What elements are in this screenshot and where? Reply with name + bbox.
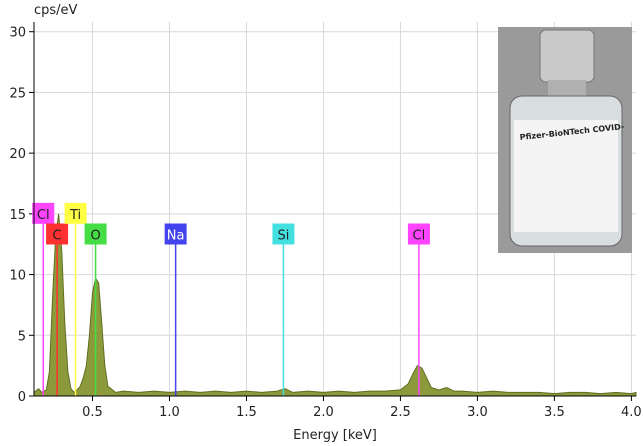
y-tick-label: 0 — [18, 390, 26, 405]
element-label: Cl — [413, 229, 426, 244]
y-tick-label: 10 — [9, 269, 26, 284]
element-box — [272, 223, 295, 245]
y-tick-label: 5 — [18, 329, 26, 344]
vial-neck — [548, 80, 586, 98]
element-label: Ti — [69, 208, 81, 223]
x-tick-label: 4.0 — [621, 405, 642, 420]
x-tick-label: 1.0 — [159, 405, 180, 420]
element-box — [407, 223, 430, 245]
element-label: C — [53, 229, 62, 244]
element-box — [46, 223, 69, 245]
y-tick-label: 15 — [9, 208, 26, 223]
x-tick-label: 3.5 — [544, 405, 565, 420]
x-tick-label: 2.0 — [313, 405, 334, 420]
vial-label — [514, 120, 618, 232]
element-label: O — [90, 229, 100, 244]
element-label: Si — [277, 229, 289, 244]
inset-photo: Pfizer-BioNTech COVID- — [498, 27, 632, 253]
y-tick-label: 30 — [9, 26, 26, 41]
x-tick-label: 0.5 — [82, 405, 103, 420]
y-axis-label: cps/eV — [34, 3, 78, 18]
element-box — [64, 202, 87, 224]
x-axis-label: Energy [keV] — [293, 428, 377, 443]
element-box — [164, 223, 187, 245]
spectrum-area — [33, 213, 637, 397]
x-tick-label: 1.5 — [236, 405, 257, 420]
element-label: Na — [167, 229, 185, 244]
element-box — [84, 223, 107, 245]
element-box — [32, 202, 55, 224]
vial-cap — [539, 29, 595, 83]
y-tick-label: 20 — [9, 147, 26, 162]
x-tick-label: 3.0 — [467, 405, 488, 420]
element-label: Cl — [37, 208, 50, 223]
y-tick-label: 25 — [9, 86, 26, 101]
x-tick-label: 2.5 — [390, 405, 411, 420]
